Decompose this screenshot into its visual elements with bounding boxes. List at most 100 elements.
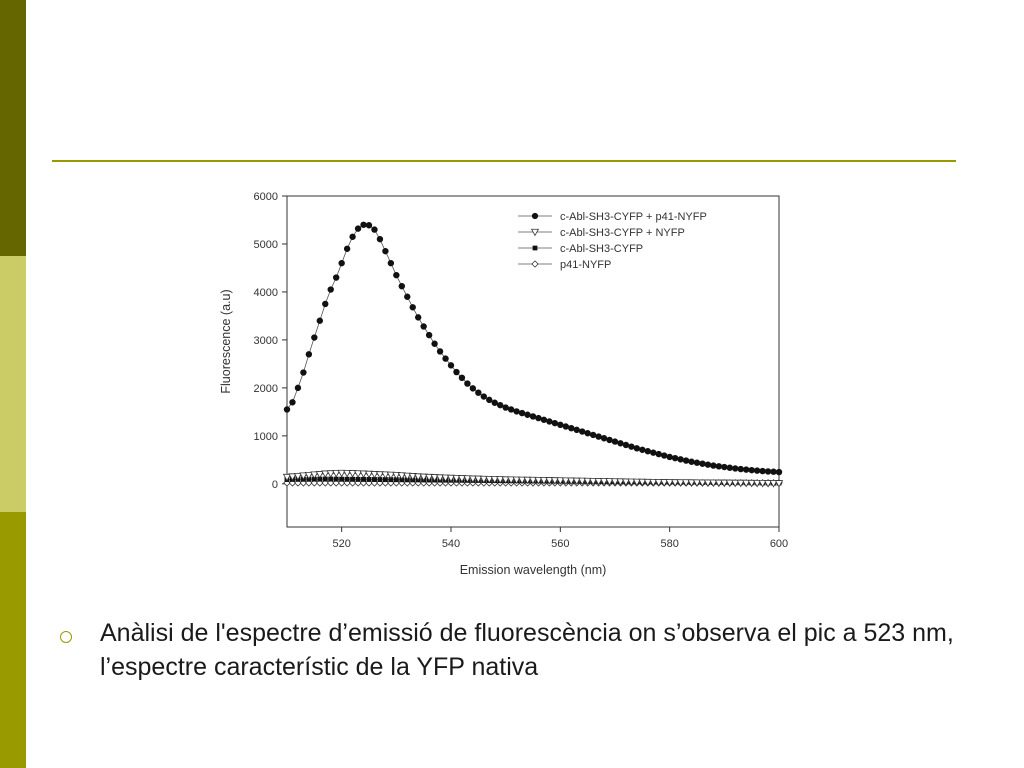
series-0-point-77 bbox=[704, 461, 712, 468]
series-0-point-17 bbox=[376, 235, 384, 243]
series-0-point-55 bbox=[584, 430, 591, 437]
series-1-point-44 bbox=[523, 476, 532, 485]
series-1-point-13 bbox=[353, 470, 363, 478]
series-1-point-22 bbox=[403, 472, 412, 481]
series-0-point-16 bbox=[371, 226, 378, 233]
series-0-point-79 bbox=[715, 463, 723, 470]
series-1-point-82 bbox=[731, 479, 740, 488]
series-1-point-45 bbox=[528, 476, 538, 485]
series-0-point-88 bbox=[764, 468, 772, 475]
series-0-point-3 bbox=[300, 369, 307, 376]
y-tick-label-6000: 6000 bbox=[254, 191, 278, 203]
series-1-point-75 bbox=[692, 479, 702, 487]
series-0-point-18 bbox=[382, 247, 389, 255]
series-1-point-26 bbox=[424, 473, 434, 482]
series-1-point-89 bbox=[769, 480, 778, 488]
fluorescence-chart: 0 1000 2000 3000 4000 5000 6000 520 540 560 580 600… bbox=[219, 191, 788, 577]
series-1-point-31 bbox=[452, 474, 461, 483]
series-1-point-61 bbox=[616, 478, 625, 486]
series-0-point-47 bbox=[540, 416, 548, 423]
series-2-point-18 bbox=[382, 477, 388, 483]
series-0-point-72 bbox=[677, 456, 684, 463]
series-1-point-68 bbox=[654, 479, 663, 487]
series-0-point-26 bbox=[425, 331, 433, 339]
series-1-point-57 bbox=[594, 478, 603, 486]
legend-label-3: p41-NYFP bbox=[560, 259, 611, 271]
series-1-point-46 bbox=[534, 476, 543, 485]
series-2-point-14 bbox=[361, 476, 366, 482]
legend-marker-1 bbox=[530, 228, 540, 237]
series-1-point-17 bbox=[375, 471, 385, 479]
series-2-point-11 bbox=[344, 476, 350, 482]
series-0-point-64 bbox=[633, 445, 641, 452]
series-1-point-34 bbox=[468, 475, 478, 484]
series-1-point-52 bbox=[567, 477, 576, 486]
series-1-point-10 bbox=[337, 469, 346, 478]
series-0-point-24 bbox=[415, 314, 422, 321]
series-2-point-19 bbox=[388, 477, 394, 483]
series-2-point-15 bbox=[366, 476, 372, 482]
series-0-point-40 bbox=[502, 404, 509, 411]
series-1-point-78 bbox=[709, 479, 718, 488]
series-1-point-7 bbox=[321, 470, 330, 479]
series-0-point-5 bbox=[311, 334, 318, 341]
series-1-point-51 bbox=[561, 477, 570, 485]
series-1-point-81 bbox=[725, 479, 734, 488]
series-2-point-7 bbox=[322, 476, 328, 482]
series-2-point-12 bbox=[350, 476, 356, 482]
series-2-point-13 bbox=[355, 476, 361, 482]
y-tick-label-2000: 2000 bbox=[254, 383, 278, 395]
series-1-point-88 bbox=[763, 480, 773, 488]
series-1-point-33 bbox=[463, 475, 472, 483]
x-tick-label-600: 600 bbox=[770, 538, 788, 550]
series-1-point-83 bbox=[736, 479, 745, 488]
series-1-point-70 bbox=[665, 479, 674, 487]
series-0-point-66 bbox=[644, 448, 651, 455]
series-0-point-90 bbox=[775, 468, 783, 476]
series-0-point-32 bbox=[458, 374, 466, 382]
series-1-point-18 bbox=[381, 471, 390, 480]
series-1-point-85 bbox=[747, 479, 756, 488]
series-1-point-19 bbox=[386, 471, 396, 480]
series-1-point-50 bbox=[556, 477, 565, 485]
series-1-point-69 bbox=[660, 479, 669, 487]
series-0-point-65 bbox=[639, 446, 646, 453]
series-1-point-27 bbox=[430, 474, 439, 482]
series-0-point-0 bbox=[283, 406, 291, 413]
series-1-point-28 bbox=[435, 474, 445, 482]
series-2-point-10 bbox=[339, 476, 345, 482]
series-1-point-62 bbox=[621, 478, 631, 487]
series-0-point-80 bbox=[721, 463, 728, 471]
series-0-point-19 bbox=[387, 259, 395, 267]
series-1-point-35 bbox=[474, 475, 483, 484]
series-1-point-25 bbox=[419, 473, 428, 482]
series-0-point-11 bbox=[343, 245, 351, 252]
series-1-point-59 bbox=[605, 478, 614, 486]
series-0-point-49 bbox=[551, 419, 559, 427]
plot-frame bbox=[286, 195, 780, 528]
series-1-point-37 bbox=[485, 475, 494, 484]
series-1-point-67 bbox=[649, 478, 658, 487]
series-0-point-4 bbox=[305, 351, 313, 358]
series-0-point-8 bbox=[327, 286, 334, 293]
series-1-point-0 bbox=[282, 473, 292, 482]
series-0-point-23 bbox=[409, 304, 416, 311]
series-0-point-48 bbox=[546, 418, 553, 425]
series-2-point-9 bbox=[333, 476, 339, 482]
series-0-point-78 bbox=[710, 462, 717, 469]
series-0-point-25 bbox=[420, 323, 427, 330]
series-1-point-12 bbox=[348, 470, 357, 478]
series-1-point-36 bbox=[479, 475, 488, 484]
sidebar-band-bottom bbox=[0, 512, 26, 768]
series-0-point-43 bbox=[518, 409, 526, 417]
series-0-point-21 bbox=[398, 282, 406, 290]
series-0-point-27 bbox=[431, 340, 438, 347]
legend-label-1: c-Abl-SH3-CYFP + NYFP bbox=[560, 227, 685, 239]
series-0-point-12 bbox=[349, 233, 356, 240]
bullet-item: Anàlisi de l'espectre d’emissió de fluor… bbox=[60, 616, 980, 684]
series-0-point-22 bbox=[404, 293, 411, 300]
series-1-point-40 bbox=[501, 476, 510, 484]
series-1-point-39 bbox=[496, 476, 505, 484]
series-1-point-9 bbox=[332, 470, 341, 478]
series-1-point-73 bbox=[681, 479, 691, 487]
